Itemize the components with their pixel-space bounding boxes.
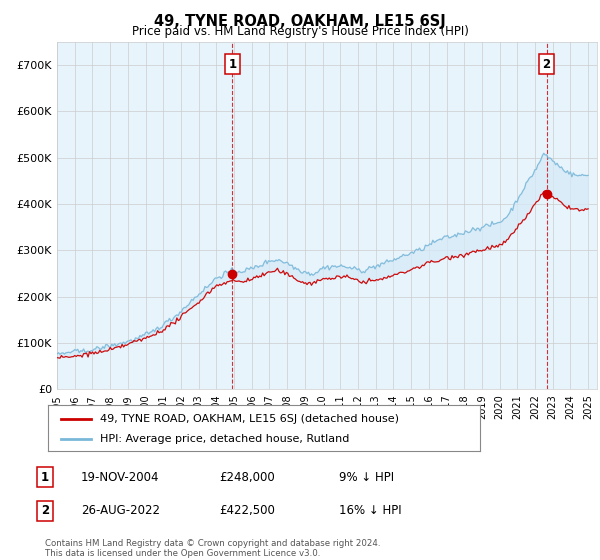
Text: HPI: Average price, detached house, Rutland: HPI: Average price, detached house, Rutl… [100,435,349,444]
Text: Price paid vs. HM Land Registry's House Price Index (HPI): Price paid vs. HM Land Registry's House … [131,25,469,38]
Text: 49, TYNE ROAD, OAKHAM, LE15 6SJ: 49, TYNE ROAD, OAKHAM, LE15 6SJ [154,14,446,29]
Text: 26-AUG-2022: 26-AUG-2022 [81,504,160,517]
Text: 1: 1 [228,58,236,71]
Text: Contains HM Land Registry data © Crown copyright and database right 2024.: Contains HM Land Registry data © Crown c… [45,539,380,548]
Text: 9% ↓ HPI: 9% ↓ HPI [339,470,394,484]
Text: 2: 2 [41,504,49,517]
Text: £248,000: £248,000 [219,470,275,484]
Text: This data is licensed under the Open Government Licence v3.0.: This data is licensed under the Open Gov… [45,549,320,558]
Text: 1: 1 [41,470,49,484]
Text: 2: 2 [542,58,551,71]
Text: 16% ↓ HPI: 16% ↓ HPI [339,504,401,517]
Text: £422,500: £422,500 [219,504,275,517]
Text: 19-NOV-2004: 19-NOV-2004 [81,470,160,484]
Text: 49, TYNE ROAD, OAKHAM, LE15 6SJ (detached house): 49, TYNE ROAD, OAKHAM, LE15 6SJ (detache… [100,414,399,424]
